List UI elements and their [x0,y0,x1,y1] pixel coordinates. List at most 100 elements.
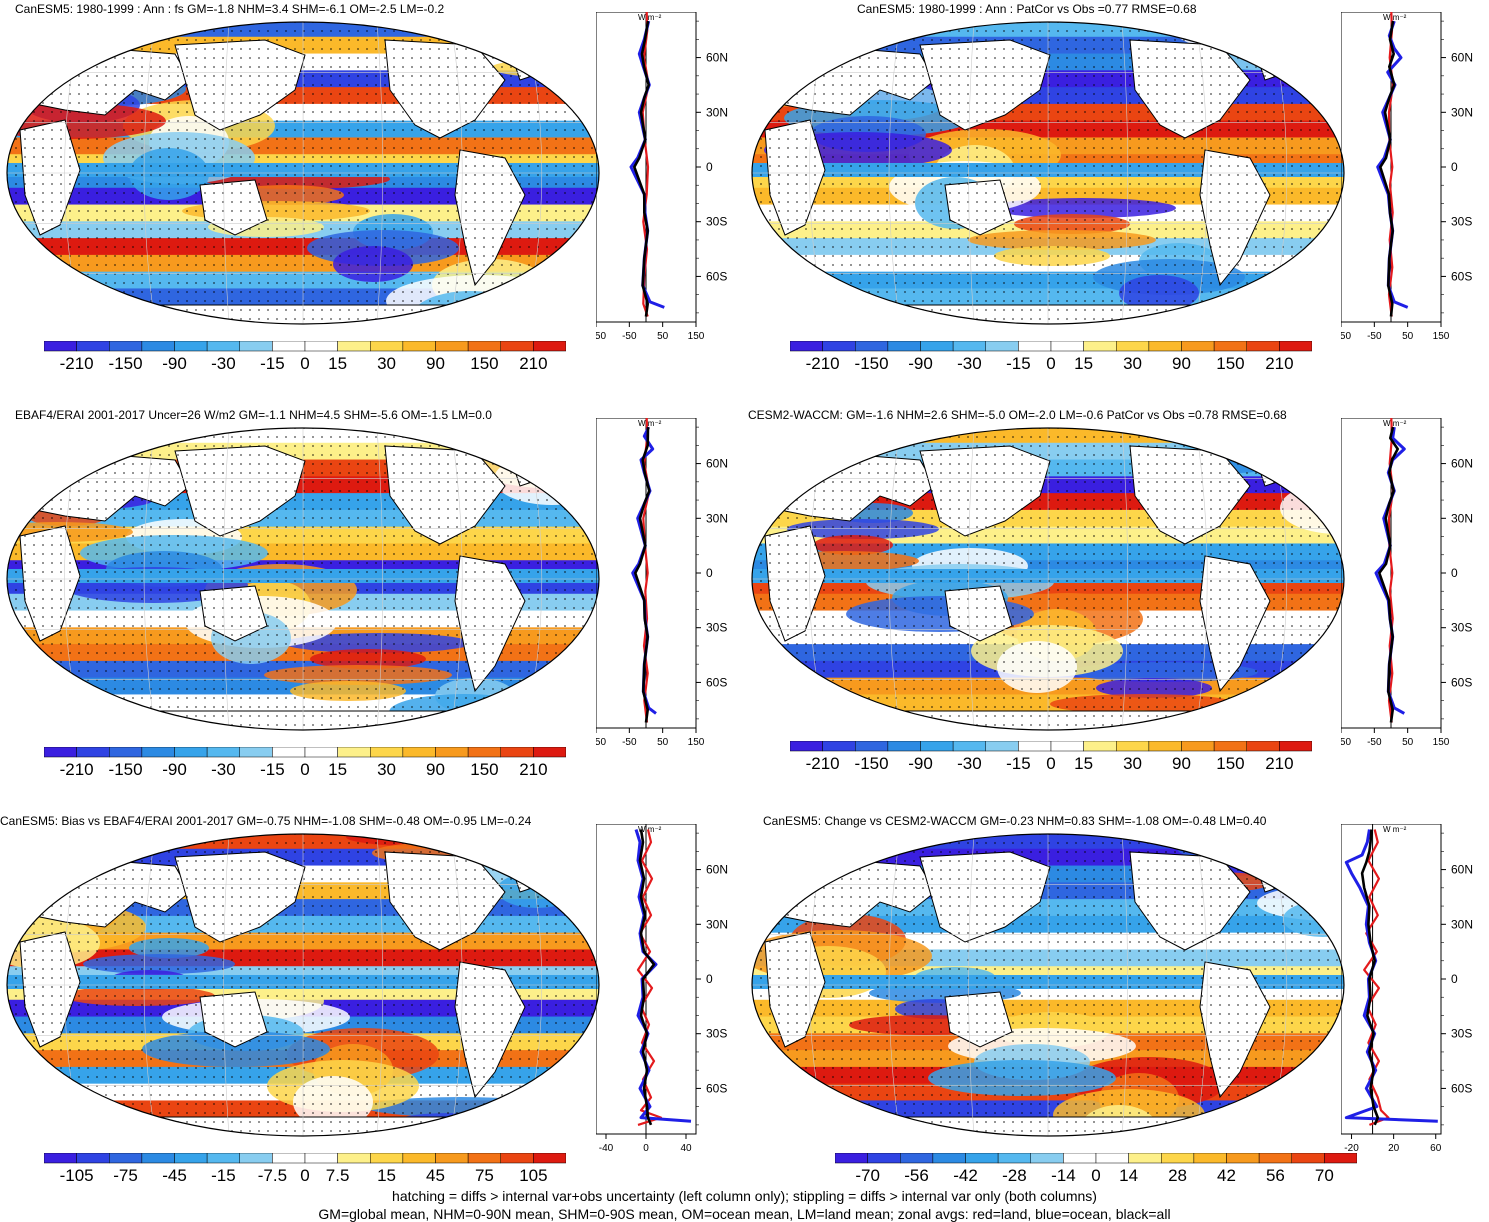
colorbar-tick-label: 0 [300,760,310,779]
colorbar-swatch [435,746,469,758]
map-projection [751,427,1345,731]
colorbar-tick-label: 150 [1216,354,1245,373]
map-projection [751,833,1345,1137]
zonal-x-tick-label: -50 [1367,737,1382,748]
panel-middle-left: EBAF4/ERAI 2001-2017 Uncer=26 W/m2 GM=-1… [0,406,744,812]
zonal-series-all [1360,829,1380,1126]
zonal-x-tick-label: 60 [1430,1143,1442,1154]
panel-top-left: CanESM5: 1980-1999 : Ann : fs GM=-1.8 NH… [0,0,744,406]
zonal-lat-label: 30N [1451,917,1473,931]
zonal-lat-label: 60S [706,675,727,689]
colorbar-swatch [1246,740,1280,752]
zonal-x-tick-label: -20 [1344,1143,1359,1154]
zonal-series-all [1377,426,1400,723]
panel-title: CESM2-WACCM: GM=-1.6 NHM=2.6 SHM=-5.0 OM… [748,408,1287,422]
zonal-x-tick-label: -150 [1341,737,1351,748]
colorbar-swatch [467,340,501,352]
colorbar-tick-label: 90 [426,354,445,373]
zonal-unit-label: W m⁻² [1383,419,1407,428]
colorbar-swatch [965,1152,999,1164]
colorbar-swatch [402,1152,436,1164]
colorbar-tick-label: 0 [1046,754,1056,773]
colorbar-swatch [467,1152,501,1164]
colorbar-swatch [822,740,856,752]
zonal-lat-label: 30S [706,215,727,229]
zonal-unit-label: W m⁻² [1383,13,1407,22]
zonal-lat-label: 30S [706,1027,727,1041]
colorbar-tick-label: 28 [1168,1166,1188,1185]
zonal-lat-label: 30N [706,511,728,525]
colorbar-tick-label: -15 [1006,754,1031,773]
colorbar-tick-label: -14 [1051,1166,1076,1185]
colorbar-swatch [239,1152,273,1164]
colorbar-tick-label: -45 [162,1166,187,1185]
colorbar-tick-label: 56 [1265,1166,1285,1185]
colorbar-swatch [174,340,208,352]
panel-title: CanESM5: Change vs CESM2-WACCM GM=-0.23 … [763,814,1267,828]
zonal-lat-label: 60N [1451,863,1473,877]
colorbar-swatch [900,1152,934,1164]
colorbar-swatch [272,340,306,352]
zonal-mean-plot: W m⁻² 60N 30N 0 30S 60S -150 -50 50 150 [586,417,746,758]
colorbar-tick-label: 45 [426,1166,445,1185]
zonal-lat-label: 60N [1451,51,1473,65]
colorbar-tick-label: 15 [328,760,348,779]
colorbar-tick-label: 15 [328,354,348,373]
zonal-lat-label: 30S [1451,215,1472,229]
colorbar-swatch [1050,340,1084,352]
colorbar-swatch [1095,1152,1129,1164]
colorbar-swatch [206,746,240,758]
zonal-x-tick-label: 150 [1433,737,1450,748]
colorbar-swatch [1128,1152,1162,1164]
zonal-series-all [632,20,651,317]
zonal-unit-label: W m⁻² [638,13,662,22]
colorbar-swatch [174,1152,208,1164]
colorbar-swatch [109,340,143,352]
colorbar-tick-label: -30 [957,354,982,373]
colorbar-swatch [834,1152,868,1164]
colorbar-swatch [789,340,823,352]
colorbar-tick-label: -210 [805,354,840,373]
colorbar-tick-label: -90 [908,754,933,773]
colorbar-swatch [435,1152,469,1164]
zonal-unit-label: W m⁻² [638,419,662,428]
colorbar-tick-label: 90 [1172,754,1191,773]
zonal-lat-label: 0 [1451,566,1458,580]
colorbar-swatch [1018,340,1052,352]
colorbar-tick-label: 42 [1217,1166,1236,1185]
zonal-lat-label: 0 [706,566,713,580]
colorbar-swatch [206,1152,240,1164]
colorbar-tick-label: 14 [1119,1166,1139,1185]
zonal-lat-label: 60N [1451,457,1473,471]
colorbar-swatch [1018,740,1052,752]
zonal-mean-plot: W m⁻² 60N 30N 0 30S 60S -20 20 60 [1340,823,1489,1164]
colorbar-swatch [43,1152,77,1164]
colorbar-swatch [985,340,1019,352]
colorbar-tick-label: -105 [59,1166,94,1185]
colorbar-swatch [533,340,567,352]
colorbar-swatch [789,740,823,752]
colorbar-tick-label: -70 [855,1166,880,1185]
colorbar-swatch [1291,1152,1325,1164]
zonal-lat-label: 30S [1451,621,1472,635]
zonal-lat-label: 30N [1451,511,1473,525]
zonal-x-tick-label: 0 [643,1143,649,1154]
zonal-x-tick-label: 50 [657,331,669,342]
colorbar-tick-label: 90 [1172,354,1191,373]
zonal-x-tick-label: 150 [688,331,705,342]
zonal-lat-label: 60N [706,863,728,877]
colorbar-swatch [141,1152,175,1164]
colorbar-tick-label: -210 [805,754,840,773]
colorbar-tick-label: 0 [1046,354,1056,373]
colorbar-tick-label: 30 [1123,754,1143,773]
colorbar-swatch [932,1152,966,1164]
zonal-unit-label: W m⁻² [638,825,662,834]
colorbar-swatch [855,740,889,752]
colorbar-swatch [370,340,404,352]
colorbar-tick-label: 150 [470,760,499,779]
colorbar-tick-label: -15 [211,1166,236,1185]
colorbar-tick-label: -90 [162,354,187,373]
zonal-x-tick-label: 150 [688,737,705,748]
colorbar-swatch [304,340,338,352]
colorbar-tick-label: 150 [1216,754,1245,773]
